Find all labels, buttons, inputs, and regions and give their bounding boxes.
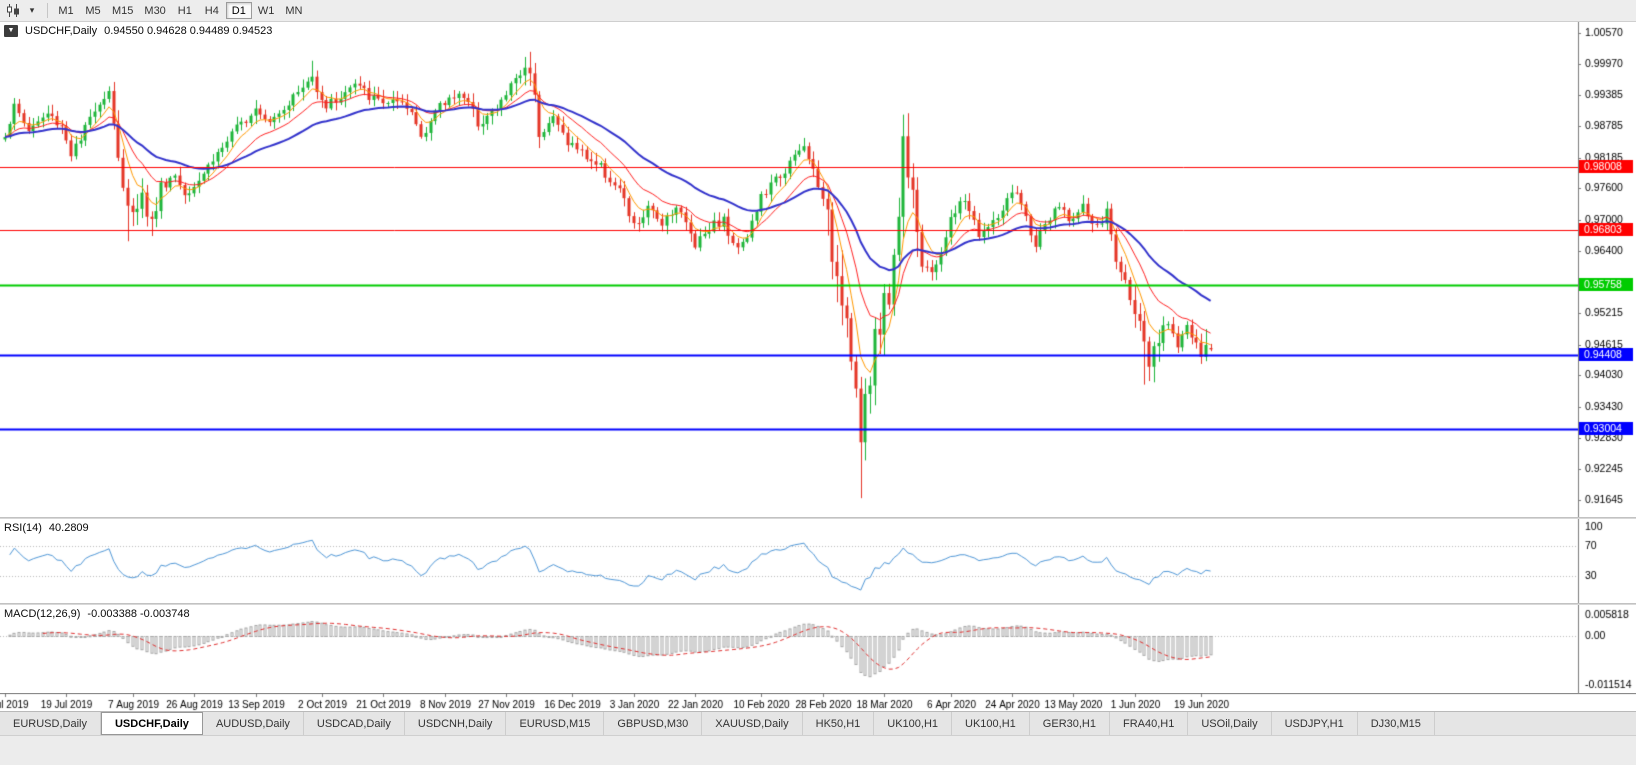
chart-tab[interactable]: UK100,H1 — [952, 712, 1030, 735]
chart-tab[interactable]: USDCAD,Daily — [304, 712, 405, 735]
chart-tab[interactable]: DJ30,M15 — [1358, 712, 1435, 735]
timeframe-toolbar: ▾ M1 M5 M15 M30 H1 H4 D1 W1 MN — [0, 0, 1636, 22]
chart-stack: ▼ USDCHF,Daily 0.94550 0.94628 0.94489 0… — [0, 22, 1636, 711]
chart-tab[interactable]: USDJPY,H1 — [1272, 712, 1358, 735]
macd-panel: MACD(12,26,9) -0.003388 -0.003748 — [0, 605, 1636, 693]
panel-splitter[interactable] — [0, 603, 1636, 605]
chart-tab[interactable]: EURUSD,Daily — [0, 712, 101, 735]
timeframe-button-m15[interactable]: M15 — [112, 4, 134, 17]
timeframe-button-m5[interactable]: M5 — [85, 4, 101, 17]
timeframe-button-h4[interactable]: H4 — [204, 4, 219, 17]
panel-splitter[interactable] — [0, 517, 1636, 519]
chart-tab[interactable]: EURUSD,M15 — [506, 712, 605, 735]
chart-tab-active[interactable]: USDCHF,Daily — [100, 712, 203, 735]
main-chart-canvas[interactable] — [0, 22, 1636, 517]
chart-tab[interactable]: USOil,Daily — [1188, 712, 1272, 735]
status-bar — [0, 735, 1636, 765]
toolbar-separator — [47, 3, 48, 18]
chart-tab[interactable]: USDCNH,Daily — [405, 712, 507, 735]
time-axis-canvas — [0, 693, 1636, 711]
chart-tab-bar: EURUSD,Daily USDCHF,Daily AUDUSD,Daily USDC… — [0, 711, 1636, 735]
chart-tab[interactable]: FRA40,H1 — [1110, 712, 1189, 735]
chart-tab[interactable]: GER30,H1 — [1030, 712, 1110, 735]
timeframe-button-m30[interactable]: M30 — [144, 4, 166, 17]
main-chart-panel: ▼ USDCHF,Daily 0.94550 0.94628 0.94489 0… — [0, 22, 1636, 517]
chart-tab[interactable]: GBPUSD,M30 — [604, 712, 703, 735]
timeframe-button-d1[interactable]: D1 — [225, 2, 252, 19]
macd-canvas[interactable] — [0, 605, 1636, 693]
chart-tab[interactable]: HK50,H1 — [803, 712, 875, 735]
candlestick-chart-icon[interactable] — [4, 2, 22, 20]
rsi-canvas[interactable] — [0, 519, 1636, 603]
time-axis[interactable] — [0, 693, 1636, 711]
timeframe-button-w1[interactable]: W1 — [257, 4, 275, 17]
chart-tab[interactable]: AUDUSD,Daily — [203, 712, 304, 735]
chart-tab[interactable]: UK100,H1 — [874, 712, 953, 735]
timeframe-button-m1[interactable]: M1 — [58, 4, 74, 17]
rsi-panel: RSI(14) 40.2809 — [0, 519, 1636, 603]
chart-type-dropdown-icon[interactable]: ▾ — [29, 5, 35, 15]
timeframe-button-group: M1 M5 M15 M30 H1 H4 D1 W1 MN — [53, 2, 308, 19]
timeframe-button-h1[interactable]: H1 — [177, 4, 192, 17]
chart-menu-icon[interactable]: ▼ — [4, 25, 18, 37]
timeframe-button-mn[interactable]: MN — [285, 4, 303, 17]
chart-tab[interactable]: XAUUSD,Daily — [702, 712, 803, 735]
candlestick-icon-glyph — [6, 4, 19, 17]
